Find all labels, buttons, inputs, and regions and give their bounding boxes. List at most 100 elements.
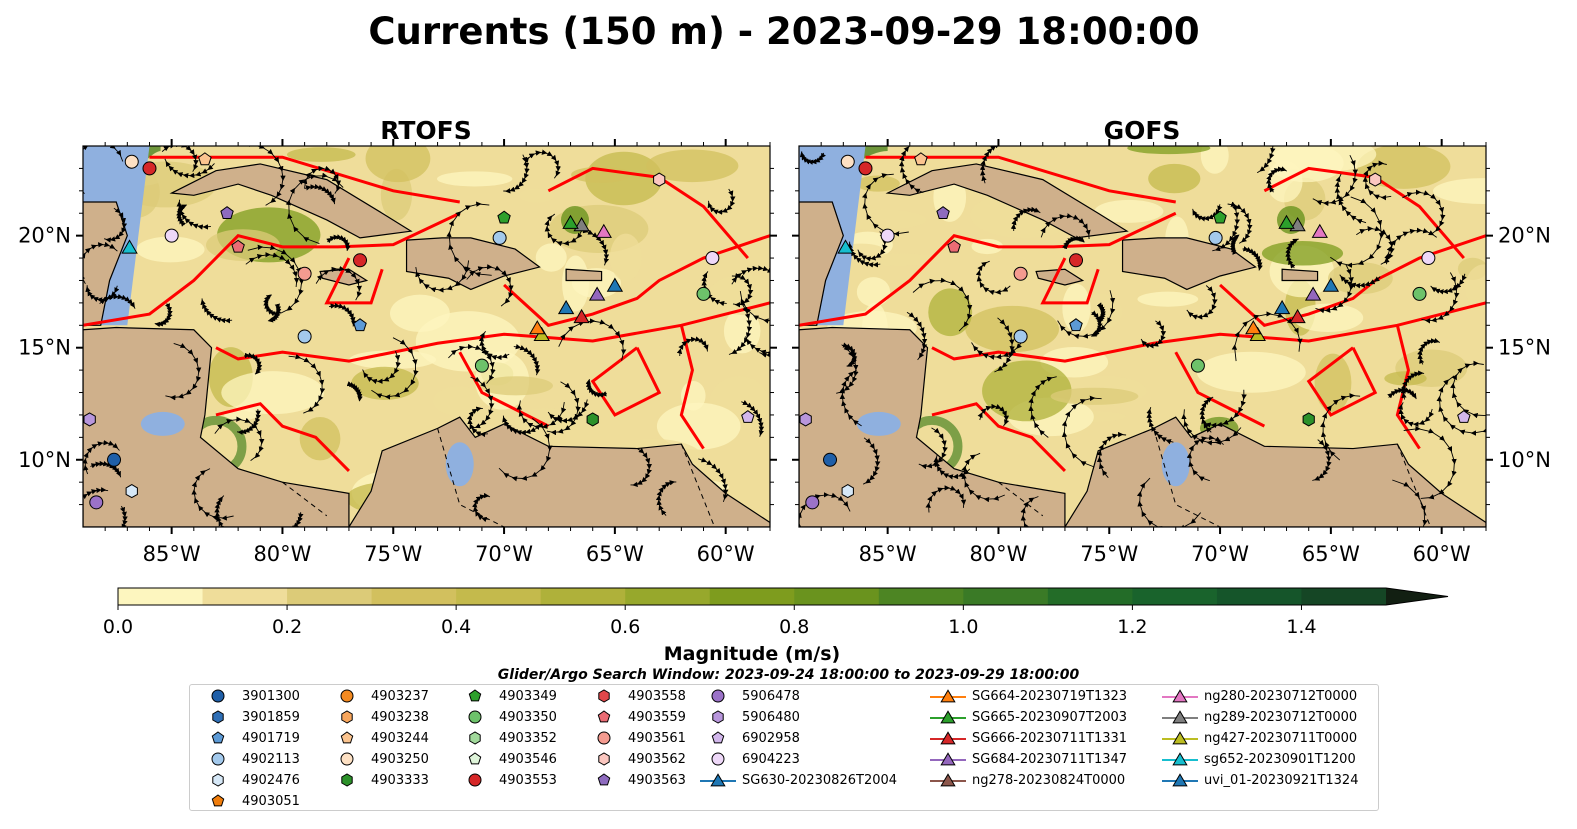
legend-entry: 6902958	[698, 728, 800, 748]
current-streamline	[200, 298, 233, 324]
colorbar-tick-label: 1.4	[1286, 616, 1316, 638]
legend-marker	[711, 689, 725, 703]
legend-label: 4902476	[242, 772, 300, 788]
legend-entry: 4903250	[327, 749, 429, 769]
current-magnitude-patch	[1050, 387, 1139, 405]
rtofs-panel: RTOFS 85°W 80°W 75°W 70°W 65°W 60°W 20°N 15°N 10…	[18, 116, 777, 566]
eez-boundary	[865, 155, 1176, 204]
current-magnitude-patch	[380, 168, 413, 221]
legend-label: 6902958	[742, 730, 800, 746]
current-magnitude-patch	[1432, 178, 1486, 204]
rtofs-map	[83, 146, 770, 527]
legend-marker-icon	[468, 710, 482, 724]
current-streamline	[630, 447, 652, 488]
current-streamline	[544, 213, 583, 247]
legend-marker-icon	[597, 731, 611, 745]
x-tick-label: 70°W	[475, 542, 533, 566]
current-streamline	[1430, 273, 1467, 295]
current-magnitude-patch	[299, 417, 341, 461]
current-streamline	[558, 318, 627, 361]
eez-boundary	[215, 402, 351, 473]
legend-marker-icon	[468, 689, 482, 702]
x-tick-label: 65°W	[586, 542, 644, 566]
legend-marker	[468, 773, 482, 787]
legend-label: 4903051	[242, 793, 300, 809]
current-streamline	[1146, 406, 1174, 445]
legend-marker	[940, 752, 956, 766]
legend-line-marker-icon	[930, 689, 966, 703]
legend-entry: 4903051	[198, 791, 300, 811]
legend-marker-icon	[212, 773, 224, 787]
current-streamline	[799, 151, 826, 165]
legend-label: 4903553	[499, 772, 557, 788]
current-streamline	[1231, 311, 1303, 362]
current-streamline	[975, 260, 1011, 296]
legend-entry: 4903237	[327, 686, 429, 706]
marker-SG665-20230907T2003	[1278, 214, 1295, 229]
colorbar-bin	[371, 588, 457, 605]
legend-label: 4903250	[371, 751, 429, 767]
legend-label: 4903237	[371, 688, 429, 704]
colorbar-bin	[963, 588, 1049, 605]
gofs-panel-title: GOFS	[1104, 116, 1181, 145]
legend-marker	[340, 689, 354, 703]
marker-4902113	[297, 329, 312, 344]
legend-label: ng278-20230824T0000	[972, 772, 1126, 788]
legend-marker	[597, 731, 611, 745]
current-magnitude-patch	[1465, 264, 1486, 312]
marker-4903244	[914, 152, 928, 166]
colorbar-label: Magnitude (m/s)	[664, 643, 841, 665]
legend-entry: ng278-20230824T0000	[928, 770, 1125, 790]
legend-marker	[211, 794, 225, 807]
y-tick-label: 10°N	[18, 448, 71, 472]
legend-label: ng289-20230712T0000	[1204, 709, 1358, 725]
current-streamline	[731, 265, 770, 285]
current-magnitude-patch	[609, 233, 642, 282]
marker-SG666-20230711T1331	[573, 308, 590, 324]
legend-entry: SG664-20230719T1323	[928, 686, 1127, 706]
legend-marker	[710, 773, 726, 787]
colorbar-tick-label: 0.4	[441, 616, 471, 638]
land-mass	[83, 326, 350, 527]
legend-label: uvi_01-20230921T1324	[1204, 772, 1359, 788]
marker-4903563	[936, 206, 950, 219]
marker-4903250	[840, 154, 855, 169]
marker-ng280-20230712T0000	[595, 223, 612, 238]
current-streamline	[90, 460, 122, 478]
y-tick-label: 10°N	[1498, 448, 1551, 472]
current-streamline	[523, 149, 561, 179]
marker-6904223	[880, 228, 895, 243]
colorbar-bin	[709, 588, 795, 605]
current-magnitude-patch	[1137, 291, 1199, 307]
marker-4902476	[125, 484, 138, 499]
marker-4903559	[231, 239, 245, 253]
legend-line-marker-icon	[930, 731, 966, 745]
legend-marker	[940, 710, 956, 724]
current-streamline	[1028, 376, 1057, 438]
legend-marker-icon	[341, 710, 353, 724]
marker-5906480	[83, 412, 96, 427]
colorbar-bin	[1132, 588, 1218, 605]
legend-marker	[598, 689, 610, 703]
legend-label: 4903559	[628, 709, 686, 725]
legend-label: 4903349	[499, 688, 557, 704]
legend-marker	[468, 689, 482, 702]
legend-marker	[1172, 731, 1188, 745]
current-streamline	[1436, 375, 1486, 436]
legend-marker	[597, 710, 611, 723]
current-streamline	[994, 317, 1015, 373]
legend-label: 4903563	[628, 772, 686, 788]
current-streamline	[698, 457, 729, 503]
legend-marker-icon	[211, 689, 225, 703]
legend-marker-icon	[711, 689, 725, 703]
current-streamline	[214, 416, 265, 461]
marker-4901719	[353, 318, 367, 332]
legend-label: 5906480	[742, 709, 800, 725]
land-mass	[565, 268, 603, 282]
current-streamline	[842, 342, 858, 367]
current-streamline	[346, 381, 363, 402]
current-streamline	[655, 480, 677, 516]
current-streamline	[315, 265, 363, 301]
marker-SG630-20230826T2004	[606, 277, 624, 292]
current-streamline	[1061, 395, 1102, 468]
